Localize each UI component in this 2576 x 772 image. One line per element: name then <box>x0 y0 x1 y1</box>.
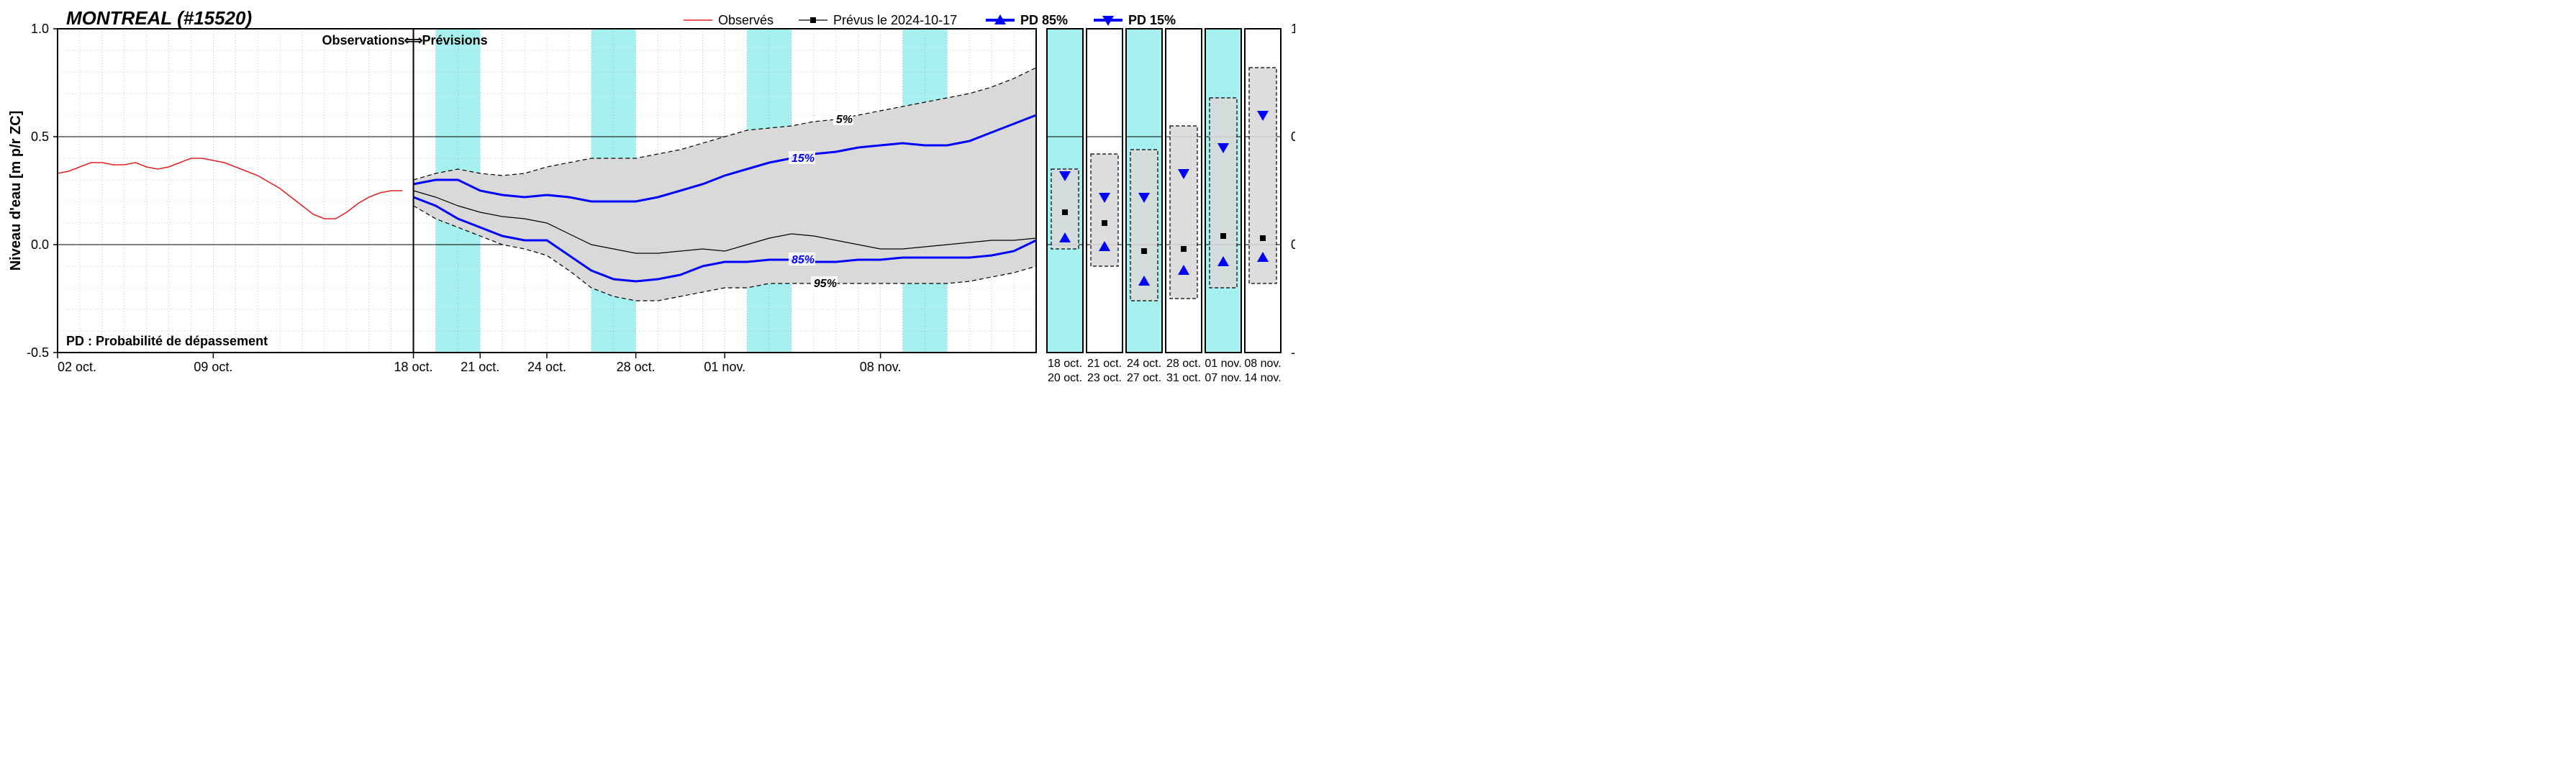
box-date-bot: 23 oct. <box>1087 372 1122 384</box>
y-tick-label: 0.5 <box>31 130 49 144</box>
prev-annot: Prévisions <box>422 33 488 47</box>
box-date-bot: 14 nov. <box>1244 372 1281 384</box>
x-tick-label: 02 oct. <box>58 360 96 374</box>
forecast-chart: MONTREAL (#15520) Observés Prévus le 2024-… <box>7 7 1295 393</box>
y-tick-label-right: 0.5 <box>1291 130 1295 144</box>
box-date-bot: 20 oct. <box>1048 372 1082 384</box>
chart-container: MONTREAL (#15520) Observés Prévus le 2024-… <box>7 7 2569 393</box>
pd-inline-label: 15% <box>792 153 815 165</box>
box-median-marker <box>1141 248 1147 254</box>
box-median-marker <box>1260 235 1266 241</box>
y-tick-label-right: -0.5 <box>1291 345 1295 360</box>
pd-inline-label: 85% <box>792 254 815 266</box>
box-date-top: 08 nov. <box>1244 358 1281 370</box>
x-tick-label: 08 nov. <box>860 360 902 374</box>
box-date-top: 21 oct. <box>1087 358 1122 370</box>
box-date-top: 24 oct. <box>1127 358 1161 370</box>
x-tick-label: 28 oct. <box>617 360 656 374</box>
box-median-marker <box>1062 209 1068 215</box>
pd-inline-label: 95% <box>814 278 837 290</box>
box-date-bot: 07 nov. <box>1205 372 1241 384</box>
box-date-top: 01 nov. <box>1205 358 1241 370</box>
box-date-top: 18 oct. <box>1048 358 1082 370</box>
obs-annot: Observations <box>322 33 404 47</box>
forecast-envelope <box>414 68 1037 301</box>
x-tick-label: 24 oct. <box>527 360 566 374</box>
box-date-bot: 31 oct. <box>1166 372 1201 384</box>
legend-pd15: PD 15% <box>1128 13 1176 27</box>
chart-title: MONTREAL (#15520) <box>66 7 252 29</box>
legend-pd85: PD 85% <box>1020 13 1068 27</box>
footer-note: PD : Probabilité de dépassement <box>66 334 268 348</box>
box-envelope <box>1249 68 1276 283</box>
box-median-marker <box>1220 233 1226 239</box>
y-tick-label: 1.0 <box>31 22 49 36</box>
box-date-top: 28 oct. <box>1166 358 1201 370</box>
y-axis-label: Niveau d'eau [m p/r ZC] <box>8 111 24 271</box>
box-date-bot: 27 oct. <box>1127 372 1161 384</box>
legend-observed: Observés <box>718 13 774 27</box>
box-median-marker <box>1102 220 1107 226</box>
observed-line <box>58 158 402 219</box>
x-tick-label: 18 oct. <box>394 360 433 374</box>
x-tick-label: 21 oct. <box>461 360 499 374</box>
svg-text:⟺: ⟺ <box>404 33 423 47</box>
y-tick-label-right: 1.0 <box>1291 22 1295 36</box>
y-tick-label-right: 0.0 <box>1291 237 1295 252</box>
pd-inline-label: 5% <box>836 114 853 126</box>
legend-forecast: Prévus le 2024-10-17 <box>833 13 957 27</box>
y-tick-label: 0.0 <box>31 237 49 252</box>
box-median-marker <box>1181 246 1187 252</box>
y-tick-label: -0.5 <box>27 345 49 360</box>
x-tick-label: 01 nov. <box>704 360 745 374</box>
x-tick-label: 09 oct. <box>194 360 232 374</box>
